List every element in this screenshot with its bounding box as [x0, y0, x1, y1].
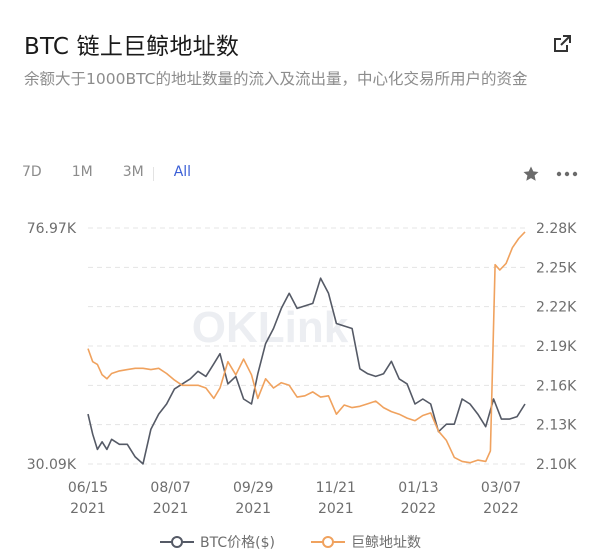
legend-whale-swatch: [310, 536, 345, 548]
star-icon[interactable]: [521, 164, 541, 184]
y-right-tick-label: 2.10K: [536, 457, 577, 473]
y-right-tick-label: 2.13K: [536, 418, 577, 434]
legend-whale-label: 巨鲸地址数: [350, 535, 421, 551]
y-right-tick-label: 2.16K: [536, 378, 577, 394]
x-tick-label: 08/07 2021: [150, 480, 190, 517]
btc-price-line: [87, 277, 526, 465]
legend-item-whale[interactable]: 巨鲸地址数: [310, 532, 421, 552]
x-tick-label: 09/29 2021: [233, 480, 273, 517]
chart-ticks: 76.97K 30.09K 2.28K 2.25K 2.22K 2.19K 2.16K 2.1…: [27, 221, 577, 517]
external-link-icon[interactable]: [551, 33, 573, 55]
y-left-tick-label: 30.09K: [27, 457, 77, 473]
chart-series: [87, 231, 526, 465]
x-tick-label: 03/07 2022: [481, 480, 521, 517]
watermark: OKLink: [192, 303, 349, 352]
y-right-tick-label: 2.19K: [536, 339, 577, 355]
range-7d-button[interactable]: 7D: [22, 164, 42, 180]
x-tick-label: 01/13 2022: [398, 480, 438, 517]
range-3m-button[interactable]: 3M: [122, 164, 144, 180]
more-icon[interactable]: [555, 165, 579, 183]
range-all-button[interactable]: All: [173, 164, 192, 180]
y-left-tick-label: 76.97K: [27, 221, 77, 237]
y-right-tick-label: 2.22K: [536, 300, 577, 316]
legend-btc-label: BTC价格($): [200, 535, 275, 551]
page-subtitle: 余额大于1000BTC的地址数量的流入及流出量，中心化交易所用户的资金: [24, 70, 528, 88]
page-title: BTC 链上巨鲸地址数: [24, 34, 240, 60]
legend-item-btc[interactable]: BTC价格($): [160, 532, 275, 552]
x-tick-label: 06/15 2021: [68, 480, 108, 517]
whale-address-line: [87, 231, 526, 464]
range-divider: [153, 167, 154, 181]
range-selector: 7D 1M 3M All: [22, 164, 221, 180]
x-tick-label: 11/21 2021: [316, 480, 356, 517]
legend: BTC价格($) 巨鲸地址数: [160, 532, 457, 552]
legend-btc-swatch: [160, 536, 194, 548]
y-right-tick-label: 2.28K: [536, 221, 577, 237]
chart-canvas: OKLink 76.97K 30.09K 2.28K 2.25K 2.22K 2.19K 2…: [27, 221, 577, 517]
range-1m-button[interactable]: 1M: [71, 164, 93, 180]
y-right-tick-label: 2.25K: [536, 260, 577, 276]
